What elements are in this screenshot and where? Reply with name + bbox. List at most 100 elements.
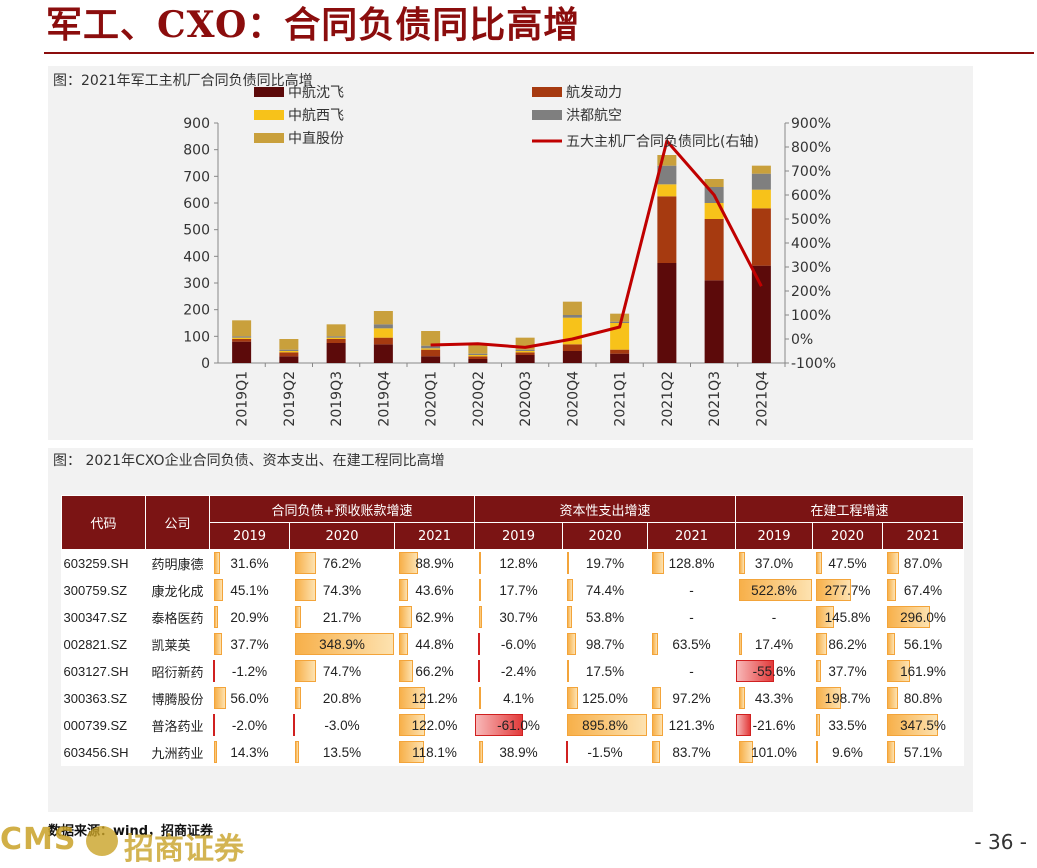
y2-tick-label: 500% [791, 212, 831, 228]
bar-segment [562, 344, 582, 351]
data-bar [213, 633, 222, 655]
bar-segment [515, 352, 535, 355]
growth-value: 43.3% [754, 690, 794, 706]
growth-value: 37.0% [754, 555, 794, 571]
y2-tick-label: 400% [791, 236, 831, 252]
bar-segment [562, 315, 582, 318]
data-bar [739, 633, 742, 655]
bar-segment [610, 353, 630, 363]
legend-label: 五大主机厂合同负债同比(右轴) [566, 134, 759, 150]
x-tick-label: 2019Q4 [376, 371, 392, 427]
data-bar [816, 714, 821, 736]
bar-segment [373, 324, 393, 329]
x-tick-label: 2020Q1 [424, 371, 440, 427]
growth-cell: -1.2% [209, 657, 290, 685]
brand-logo: CMS [0, 822, 77, 857]
legend-swatch [532, 110, 562, 120]
bar-segment [421, 345, 441, 349]
page-title: 军工、CXO：合同负债同比高增 [46, 4, 581, 46]
y2-tick-label: 900% [791, 116, 831, 132]
growth-cell: 37.0% [735, 549, 813, 577]
x-tick-label: 2020Q4 [565, 371, 581, 427]
data-bar [816, 579, 852, 601]
bar-segment [751, 265, 771, 363]
growth-cell: 97.2% [647, 684, 736, 712]
y2-tick-label: 700% [791, 164, 831, 180]
growth-value: -6.0% [500, 636, 537, 652]
growth-value: 30.7% [499, 609, 538, 625]
growth-value: 17.4% [754, 636, 794, 652]
bar-segment [751, 189, 771, 209]
year-header: 2020 [289, 522, 395, 550]
data-bar [816, 687, 842, 709]
growth-value: 161.9% [900, 663, 946, 679]
growth-cell: 122.0% [394, 711, 475, 739]
y2-tick-label: 200% [791, 284, 831, 300]
company-name: 九洲药业 [145, 738, 210, 766]
growth-value: 74.3% [322, 582, 362, 598]
growth-value: 97.2% [672, 690, 711, 706]
growth-value: 9.6% [832, 744, 863, 760]
growth-cell: 43.6% [394, 576, 475, 604]
stock-code: 300363.SZ [61, 684, 146, 712]
data-bar [398, 714, 425, 736]
bar-segment [326, 336, 346, 338]
growth-value: 31.6% [230, 555, 269, 571]
growth-cell: 98.7% [562, 630, 648, 658]
growth-cell: - [647, 657, 736, 685]
growth-cell: 62.9% [394, 603, 475, 631]
growth-value: - [689, 663, 694, 679]
x-tick-label: 2019Q2 [282, 371, 298, 427]
year-header: 2020 [562, 522, 649, 550]
data-bar [478, 741, 483, 763]
growth-value: 121.3% [668, 717, 715, 733]
year-header: 2019 [735, 522, 814, 550]
growth-cell: 19.7% [562, 549, 648, 577]
bar-segment [421, 349, 441, 357]
growth-cell: 43.3% [735, 684, 813, 712]
data-bar [735, 660, 775, 682]
bar-segment [468, 343, 488, 354]
data-bar [651, 633, 658, 655]
y2-tick-label: 800% [791, 140, 831, 156]
growth-value: 14.3% [230, 744, 269, 760]
data-bar [398, 552, 418, 574]
bar-segment [515, 351, 535, 353]
growth-cell: 21.7% [289, 603, 395, 631]
growth-cell: 74.7% [289, 657, 395, 685]
x-tick-label: 2020Q2 [471, 371, 487, 427]
bar-segment [373, 337, 393, 345]
bar-segment [373, 311, 393, 325]
y-tick-label: 0 [201, 356, 210, 372]
stock-code: 300347.SZ [61, 603, 146, 631]
growth-value: 43.6% [415, 582, 454, 598]
data-bar [478, 579, 481, 601]
growth-cell: 145.8% [812, 603, 883, 631]
growth-value: 87.0% [903, 555, 943, 571]
growth-cell: 20.8% [289, 684, 395, 712]
growth-value: 277.7% [824, 582, 871, 598]
data-bar [398, 633, 409, 655]
data-bar [566, 606, 572, 628]
data-bar [213, 687, 226, 709]
data-bar [651, 687, 661, 709]
y2-tick-label: 300% [791, 260, 831, 276]
data-bar [886, 552, 900, 574]
stock-code: 603456.SH [61, 738, 146, 766]
y-tick-label: 900 [183, 116, 210, 132]
bar-segment [279, 356, 299, 363]
bar-segment [232, 336, 252, 338]
growth-value: 4.1% [503, 690, 534, 706]
growth-value: -1.2% [231, 663, 268, 679]
brand-logo-cn: 招商证券 [124, 832, 244, 867]
x-tick-label: 2021Q4 [754, 371, 770, 427]
year-header: 2021 [393, 522, 476, 550]
data-bar [398, 660, 413, 682]
header-code: 代码 [61, 495, 146, 550]
bar-segment [515, 349, 535, 351]
growth-cell: 66.2% [394, 657, 475, 685]
growth-value: 348.9% [319, 636, 365, 652]
legend-label: 中航沈飞 [288, 85, 344, 101]
growth-cell: 83.7% [647, 738, 736, 766]
growth-cell: - [647, 576, 736, 604]
